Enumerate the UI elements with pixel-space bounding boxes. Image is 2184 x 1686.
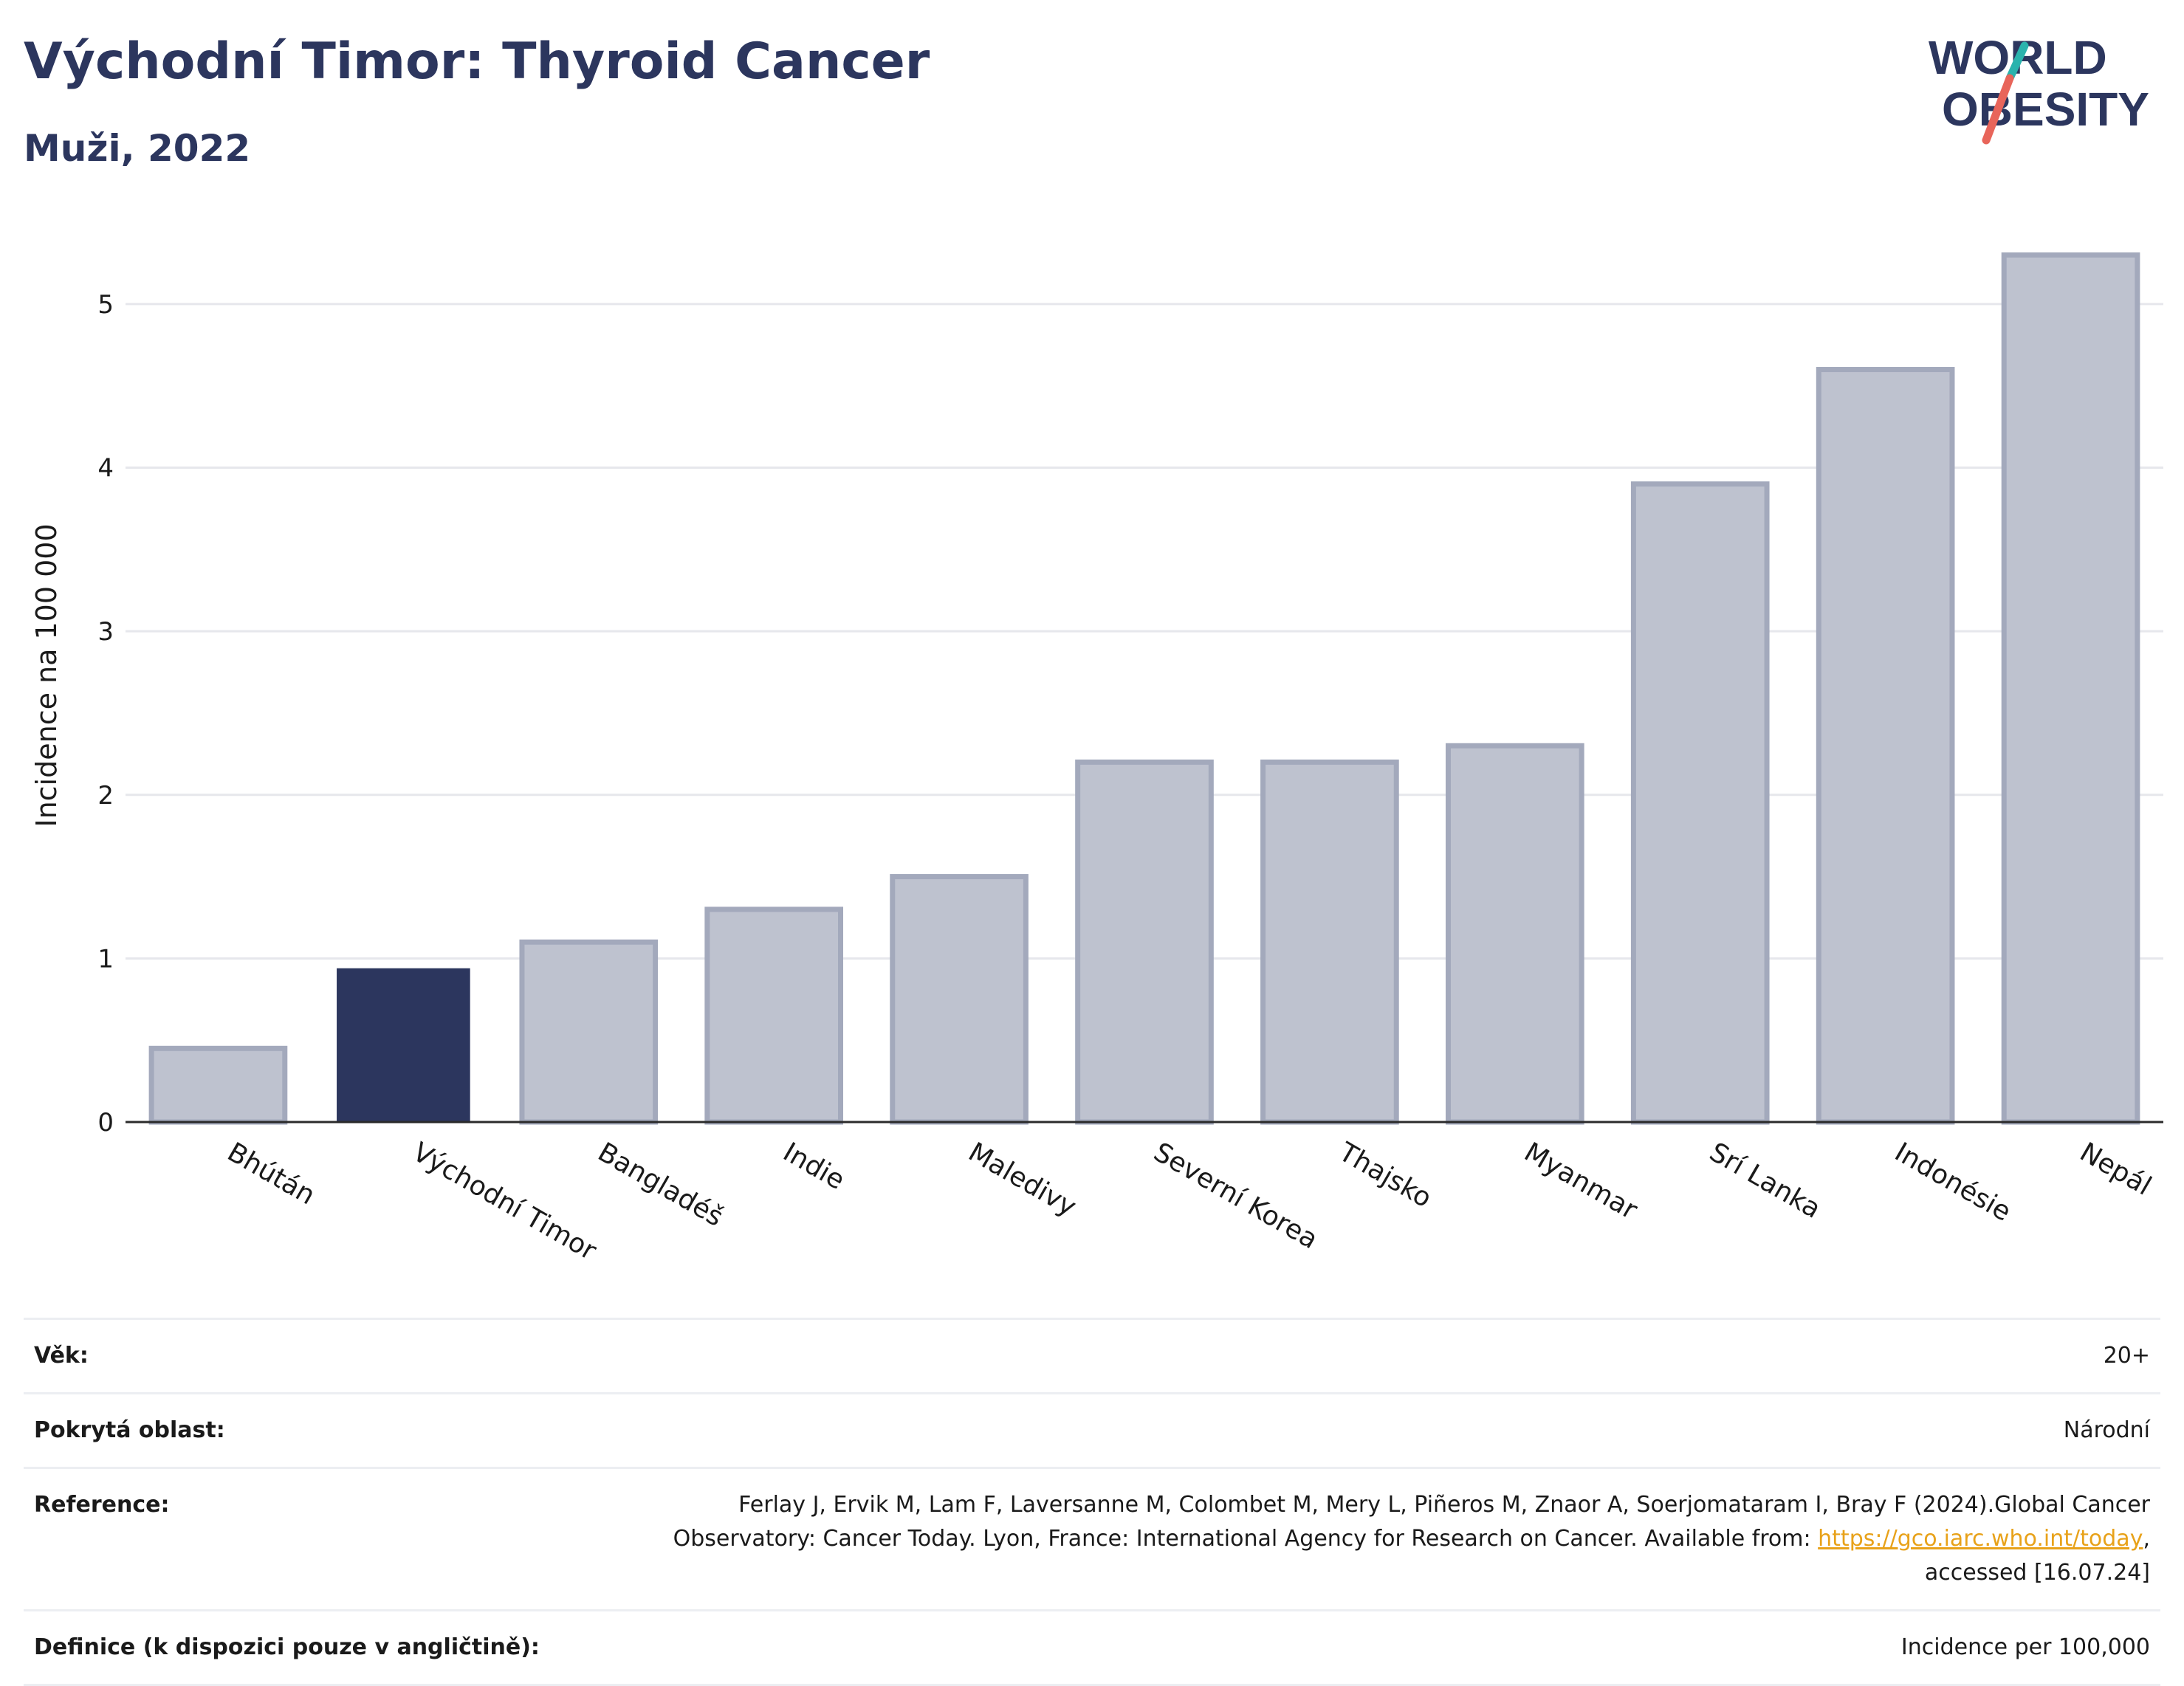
logo-word-obesity: OBESITY: [1942, 83, 2149, 136]
info-label-age: Věk:: [34, 1343, 89, 1369]
info-row-reference: Reference: Ferlay J, Ervik M, Lam F, Lav…: [24, 1469, 2160, 1611]
x-tick-label: Bangladéš: [593, 1137, 729, 1233]
x-tick-label: Indonésie: [1889, 1137, 2016, 1228]
info-value-age: 20+: [2103, 1343, 2150, 1369]
reference-link[interactable]: https://gco.iarc.who.int/today: [1818, 1526, 2143, 1552]
x-tick-label: Severní Korea: [1149, 1137, 1323, 1255]
bar: [519, 939, 659, 1125]
bar: [337, 968, 470, 1122]
bar: [1445, 743, 1584, 1125]
chart-subtitle: Muži, 2022: [24, 127, 251, 170]
bar: [148, 1045, 288, 1125]
x-tick-label: Nepál: [2075, 1137, 2157, 1202]
bar: [890, 874, 1029, 1125]
info-value-definition: Incidence per 100,000: [1900, 1634, 2150, 1660]
x-tick-label: Maledivy: [964, 1137, 1082, 1222]
y-tick-label: 4: [97, 454, 114, 484]
x-tick-label: Myanmar: [1519, 1137, 1642, 1225]
y-tick-label: 3: [97, 617, 114, 647]
y-tick-label: 0: [97, 1108, 114, 1138]
logo-slash-coral: [1982, 74, 2014, 145]
world-obesity-logo: WORLD OBESITY: [1929, 31, 2149, 145]
x-tick-label: Bhútán: [222, 1137, 320, 1211]
info-row-definition: Definice (k dispozici pouze v angličtině…: [24, 1611, 2160, 1686]
bar: [1816, 367, 1955, 1125]
bar: [704, 906, 844, 1125]
logo-slash-teal: [2005, 41, 2029, 83]
y-tick-label: 1: [97, 944, 114, 974]
bar-chart: 0 1 2 3 4 5 Incidence na 100 000 Bhútán Východní…: [30, 252, 2163, 1267]
info-row-coverage: Pokrytá oblast: Národní: [24, 1394, 2160, 1469]
info-label-reference: Reference:: [34, 1492, 170, 1518]
info-table: Věk: 20+ Pokrytá oblast: Národní Referen…: [24, 1318, 2160, 1686]
y-tick-label: 2: [97, 781, 114, 811]
info-value-coverage: Národní: [2063, 1417, 2150, 1443]
info-row-age: Věk: 20+: [24, 1320, 2160, 1394]
bar: [1075, 759, 1214, 1125]
y-axis-label: Incidence na 100 000: [30, 523, 63, 827]
info-label-coverage: Pokrytá oblast:: [34, 1417, 225, 1443]
y-tick-label: 5: [97, 290, 114, 320]
reference-text: Ferlay J, Ervik M, Lam F, Laversanne M, …: [673, 1492, 2150, 1552]
bar: [1630, 481, 1770, 1125]
x-tick-label: Východní Timor: [408, 1137, 602, 1266]
bar: [1260, 759, 1399, 1125]
reference-accessed: , accessed [16.07.24]: [1924, 1526, 2150, 1586]
bar: [2001, 252, 2140, 1125]
x-tick-label: Indie: [778, 1137, 850, 1196]
info-value-reference: Ferlay J, Ervik M, Lam F, Laversanne M, …: [636, 1488, 2150, 1590]
x-tick-label: Srí Lanka: [1704, 1137, 1826, 1225]
info-label-definition: Definice (k dispozici pouze v angličtině…: [34, 1634, 540, 1660]
chart-title: Východní Timor: Thyroid Cancer: [24, 32, 930, 91]
x-tick-label: Thajsko: [1333, 1137, 1437, 1214]
